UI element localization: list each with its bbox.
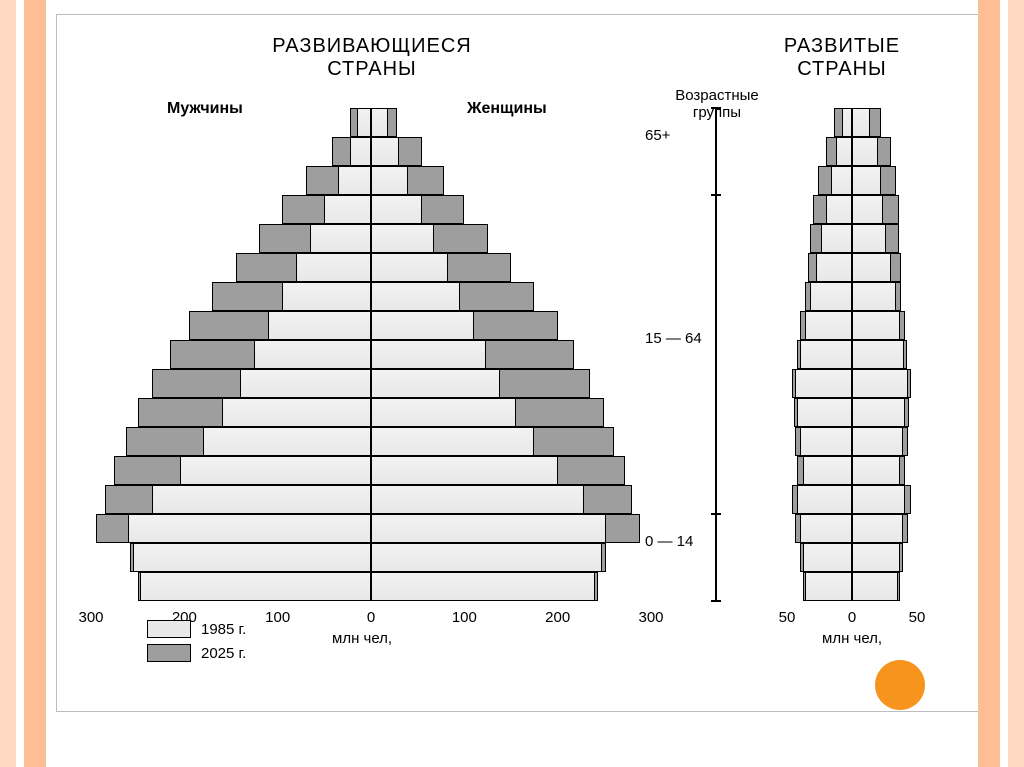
ind-row-m-inner <box>831 166 852 195</box>
ind-row-f-inner <box>852 253 891 282</box>
pyramid-developed <box>57 15 1001 711</box>
ind-row-f-inner <box>852 543 900 572</box>
ind-row-f-inner <box>852 456 900 485</box>
ind-row-f-inner <box>852 427 903 456</box>
ind-row-m-inner <box>836 137 852 166</box>
ind-row-f-inner <box>852 108 870 137</box>
ind-row-m-inner <box>821 224 852 253</box>
ind-row-f-inner <box>852 224 886 253</box>
ind-row-m-inner <box>805 572 852 601</box>
axis-tick: 50 <box>909 609 926 626</box>
age-range-label: 15 — 64 <box>645 330 702 347</box>
ind-row-m-inner <box>803 456 852 485</box>
ind-row-m-inner <box>810 282 852 311</box>
axis-tick: 0 <box>848 609 856 626</box>
ind-row-m-inner <box>800 340 852 369</box>
ind-row-f-inner <box>852 572 898 601</box>
legend: 1985 г. 2025 г. <box>147 620 246 668</box>
chart-panel: РАЗВИВАЮЩИЕСЯСТРАНЫ РАЗВИТЫЕСТРАНЫ Мужчи… <box>56 14 1002 712</box>
axis-tick: 50 <box>779 609 796 626</box>
ind-row-m-inner <box>826 195 852 224</box>
ind-row-f-inner <box>852 485 905 514</box>
unit-developing: млн чел, <box>332 630 392 647</box>
ind-row-m-inner <box>800 427 852 456</box>
legend-row-1985: 1985 г. <box>147 620 246 638</box>
unit-developed: млн чел, <box>822 630 882 647</box>
swatch-1985 <box>147 620 191 638</box>
ind-row-f-inner <box>852 398 905 427</box>
accent-dot-icon <box>875 660 925 710</box>
ind-row-f-inner <box>852 340 904 369</box>
ind-row-m-inner <box>797 398 852 427</box>
ind-row-m-inner <box>800 514 852 543</box>
ind-row-m-inner <box>842 108 852 137</box>
ind-row-m-inner <box>797 485 852 514</box>
ind-row-f-inner <box>852 166 881 195</box>
age-range-label: 65+ <box>645 127 670 144</box>
ind-row-m-inner <box>816 253 852 282</box>
age-range-label: 0 — 14 <box>645 533 693 550</box>
ind-row-f-inner <box>852 311 900 340</box>
ind-row-f-inner <box>852 137 878 166</box>
swatch-2025 <box>147 644 191 662</box>
ind-row-f-inner <box>852 195 883 224</box>
ind-row-m-inner <box>795 369 852 398</box>
ind-row-m-inner <box>805 311 852 340</box>
ind-row-f-inner <box>852 369 908 398</box>
legend-row-2025: 2025 г. <box>147 644 246 662</box>
ind-row-f-inner <box>852 514 903 543</box>
legend-label-2025: 2025 г. <box>201 645 246 662</box>
ind-row-f-inner <box>852 282 896 311</box>
ind-row-m-inner <box>803 543 852 572</box>
legend-label-1985: 1985 г. <box>201 621 246 638</box>
